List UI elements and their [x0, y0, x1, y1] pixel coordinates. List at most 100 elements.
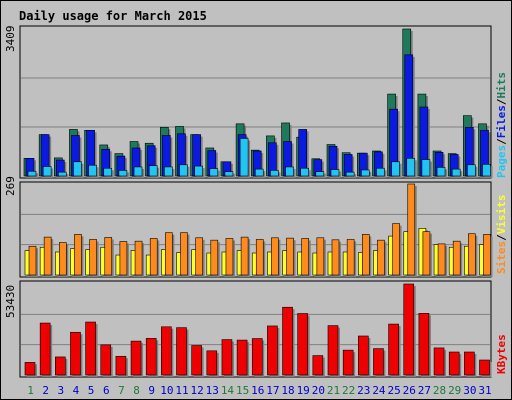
sites-bar	[134, 240, 145, 277]
sites-bar	[468, 233, 478, 277]
pages-bar	[209, 168, 220, 178]
kbytes-ymax-label: 53430	[4, 285, 17, 318]
x-tick-label: 11	[175, 384, 188, 397]
kbytes-bar	[115, 355, 128, 377]
sites-bar	[437, 243, 448, 277]
sites-bar	[104, 237, 114, 277]
kbytes-bar	[145, 338, 159, 377]
sites-bar	[28, 245, 38, 277]
sites-bar	[240, 236, 251, 277]
sites-bar	[452, 240, 463, 277]
sites-bar	[301, 238, 311, 277]
hits-ymax-label: 3409	[4, 26, 17, 53]
sites-bar	[210, 239, 220, 277]
x-tick-label: 4	[73, 384, 80, 397]
pages-bar	[224, 171, 235, 178]
kbytes-bar	[418, 313, 431, 377]
kbytes-bar	[100, 344, 113, 377]
sites-bar	[392, 223, 402, 277]
sites-bar	[483, 234, 493, 277]
pages-bar	[285, 166, 296, 178]
sites-ymax-label: 269	[4, 176, 17, 196]
legend-bot: KBytes	[495, 334, 508, 374]
pages-bar	[88, 164, 99, 178]
pages-bar	[118, 170, 129, 178]
x-tick-label: 13	[206, 384, 219, 397]
pages-bar	[254, 168, 266, 178]
kbytes-bar	[191, 345, 204, 377]
legend-sep-2: /	[495, 98, 508, 105]
x-tick-label: 30	[463, 384, 476, 397]
sites-bar	[180, 232, 190, 277]
pages-bar	[164, 166, 175, 178]
legend-visits: Visits	[495, 195, 508, 235]
bars-layer	[21, 28, 493, 377]
sites-bar	[74, 234, 84, 277]
kbytes-bar	[282, 306, 295, 377]
sites-bar	[58, 242, 69, 277]
legend-top: Pages/Files/Hits	[495, 72, 508, 178]
x-tick-label: 1	[27, 384, 34, 397]
x-tick-label: 15	[236, 384, 249, 397]
x-tick-label: 3	[57, 384, 64, 397]
kbytes-bar	[85, 321, 98, 377]
legend-files: Files	[495, 105, 508, 138]
pages-bar	[406, 158, 417, 178]
pages-bar	[391, 161, 402, 178]
x-tick-label: 27	[418, 384, 431, 397]
pages-bar	[451, 168, 463, 178]
x-tick-label: 22	[342, 384, 355, 397]
sites-bar	[271, 237, 281, 277]
sites-bar	[286, 237, 296, 277]
kbytes-bar	[221, 339, 234, 377]
legend-pages: Pages	[495, 145, 508, 178]
x-tick-label: 31	[478, 384, 491, 397]
pages-bar	[360, 169, 372, 178]
kbytes-bar	[267, 325, 280, 377]
x-tick-label: 6	[103, 384, 110, 397]
x-tick-label: 16	[251, 384, 264, 397]
x-tick-label: 18	[281, 384, 294, 397]
kbytes-bar	[130, 340, 144, 377]
x-tick-label: 26	[403, 384, 416, 397]
pages-bar	[103, 167, 114, 178]
sites-bar	[89, 239, 99, 277]
x-tick-label: 2	[42, 384, 49, 397]
kbytes-bar	[176, 327, 189, 377]
x-tick-label: 24	[372, 384, 386, 397]
kbytes-bar	[297, 313, 310, 377]
pages-bar	[436, 167, 448, 178]
pages-bar	[482, 164, 493, 178]
x-tick-label: 5	[88, 384, 95, 397]
legend-hits: Hits	[495, 72, 508, 99]
x-tick-label: 28	[433, 384, 446, 397]
sites-bar	[422, 231, 432, 277]
sites-bar	[361, 234, 372, 277]
legend-sites: Sites	[495, 241, 508, 274]
kbytes-bar	[312, 355, 325, 377]
pages-bar	[148, 165, 160, 178]
sites-bar	[225, 238, 235, 277]
sites-bar	[149, 238, 160, 277]
sites-bar	[119, 241, 129, 277]
kbytes-bar	[388, 323, 401, 377]
pages-bar	[315, 171, 326, 178]
x-tick-label: 14	[221, 384, 235, 397]
pages-bar	[27, 170, 38, 178]
x-tick-label: 20	[312, 384, 325, 397]
x-tick-label: 7	[118, 384, 125, 397]
legend-sep-3: /	[495, 234, 508, 241]
pages-bar	[42, 166, 54, 178]
pages-bar	[330, 169, 341, 178]
pages-bar	[300, 167, 311, 178]
sites-bar	[407, 183, 417, 277]
sites-bar	[255, 239, 266, 277]
x-tick-label: 21	[327, 384, 340, 397]
sites-bar	[331, 239, 341, 277]
sites-bar	[195, 237, 205, 277]
pages-bar	[467, 164, 478, 178]
x-tick-label: 23	[357, 384, 370, 397]
sites-bar	[165, 232, 175, 277]
kbytes-bar	[357, 335, 371, 377]
kbytes-bar	[448, 351, 462, 377]
